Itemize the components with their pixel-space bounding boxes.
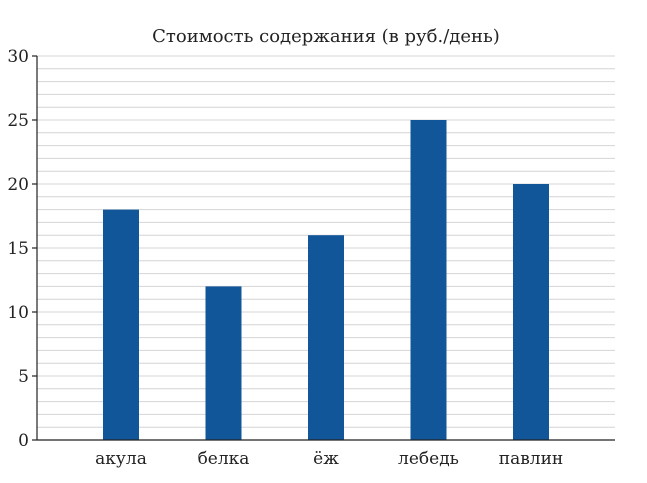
y-tick-label: 25	[7, 111, 29, 131]
x-tick-label: белка	[198, 449, 250, 469]
x-tick-label: павлин	[499, 449, 564, 469]
y-tick-label: 5	[18, 367, 29, 387]
bars	[103, 120, 549, 440]
bar-0	[103, 209, 139, 440]
bar-1	[205, 286, 242, 440]
x-tick-label: акула	[95, 449, 147, 469]
y-tick-label: 20	[7, 175, 29, 195]
bar-2	[308, 235, 344, 440]
y-axis-ticks: 0 5 10 15 20 25 30	[7, 47, 37, 451]
x-tick-label: лебедь	[398, 449, 459, 469]
y-tick-label: 15	[7, 239, 29, 259]
y-tick-label: 0	[18, 431, 29, 451]
bar-3	[410, 120, 447, 440]
chart-title: Стоимость содержания (в руб./день)	[152, 26, 500, 47]
x-axis-labels: акула белка ёж лебедь павлин	[95, 449, 563, 469]
x-tick-label: ёж	[313, 449, 339, 469]
y-tick-label: 10	[7, 303, 29, 323]
y-tick-label: 30	[7, 47, 29, 67]
bar-4	[513, 184, 549, 440]
